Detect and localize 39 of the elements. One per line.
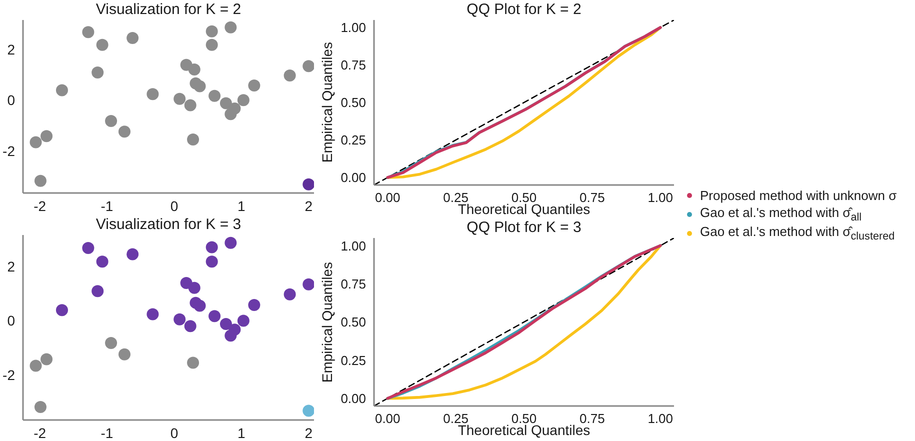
x-tick-label: 2 [304,424,313,441]
y-tick-label: 0.50 [340,314,366,330]
y-tick-label: 1.00 [340,238,366,254]
x-tick-label: 0 [170,198,178,214]
x-tick-label: 2 [304,198,313,214]
y-tick-label: 0.25 [340,132,366,148]
x-tick-label: -2 [34,424,46,441]
x-tick-label: -1 [100,198,114,214]
x-tick-label: 0.00 [374,190,400,206]
x-tick-label: 0 [170,424,178,441]
y-tick-label: 2 [7,258,16,274]
chart-title: Visualization for K = 2 [94,1,242,18]
y-tick-label: 0.75 [340,58,366,73]
x-tick-label: -1 [100,424,114,441]
y-tick-label: -2 [2,142,16,159]
y-tick-label: -2 [2,366,16,383]
y-tick-label: 0.25 [340,352,366,368]
x-tick-label: 1 [238,198,246,214]
chart-title: QQ Plot for K = 2 [466,1,582,18]
y-tick-label: 0.50 [340,95,366,110]
y-axis-title: Empirical Quantiles [318,42,336,163]
chart-title: QQ Plot for K = 3 [466,219,582,236]
x-tick-label: 1.00 [648,190,674,206]
y-tick-label: 0.00 [340,390,366,406]
y-tick-label: 2 [7,41,16,58]
legend-label: Gao et al.'s method with σ̂$_{clustered}$ [700,224,895,243]
y-axis-title: Empirical Quantiles [318,262,336,382]
x-tick-label: 1.00 [648,411,674,426]
y-tick-label: 0.00 [340,170,366,186]
y-tick-label: 0 [7,312,16,329]
y-tick-label: 1.00 [340,20,366,36]
legend-label: Proposed method with unknown σ [700,188,897,203]
legend-label: Gao et al.'s method with σ̂$_{all}$ [700,205,862,224]
x-tick-label: 0.00 [374,411,400,426]
x-tick-label: -2 [34,198,46,214]
y-tick-label: 0.75 [340,276,366,292]
x-tick-label: 1 [238,424,246,441]
chart-title: Visualization for K = 3 [94,216,242,233]
y-tick-label: 0 [7,92,16,108]
